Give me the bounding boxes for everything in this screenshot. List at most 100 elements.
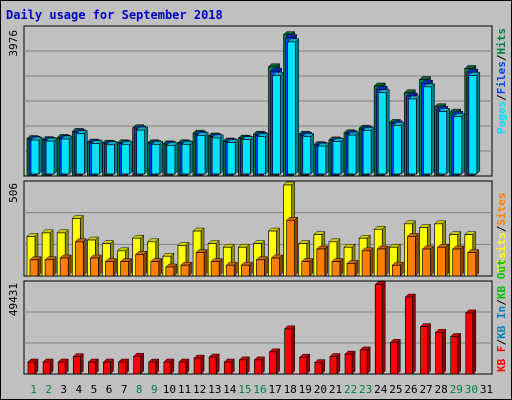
legend-middle-part-0: Visits — [495, 232, 508, 272]
sites-bar-day-27-side — [430, 245, 434, 277]
x-label-day-9: 9 — [151, 383, 158, 396]
x-label-day-31: 31 — [480, 383, 493, 396]
kbf-bar-day-24 — [374, 284, 383, 375]
sites-bar-day-23-side — [369, 247, 374, 277]
pages-bar-day-8 — [136, 129, 146, 175]
legend-middle: Visits/Sites — [495, 193, 508, 273]
sites-bar-day-6 — [105, 261, 114, 277]
kbf-bar-day-7 — [118, 361, 126, 375]
pages-bar-day-16-side — [265, 132, 269, 175]
x-label-day-8: 8 — [136, 383, 143, 396]
sites-bar-day-19 — [301, 261, 311, 277]
x-label-day-7: 7 — [121, 383, 128, 396]
legend-bottom: KB F/KB In/KB Out — [495, 259, 508, 372]
pages-bar-day-10-side — [174, 141, 179, 175]
sites-bar-day-25 — [391, 264, 401, 277]
pages-bar-day-29 — [453, 116, 463, 175]
kbf-bar-day-14 — [223, 361, 232, 375]
sites-bar-day-17 — [271, 257, 280, 277]
kbf-bar-day-2 — [42, 361, 51, 375]
x-label-day-17: 17 — [268, 383, 281, 396]
x-label-day-18: 18 — [284, 383, 297, 396]
legend-top: Pages/Files/Hits — [495, 28, 508, 134]
x-label-day-27: 27 — [419, 383, 432, 396]
pages-bar-day-28 — [438, 111, 447, 175]
kbf-bar-day-9 — [148, 361, 157, 375]
kbf-bar-day-28 — [435, 331, 443, 375]
pages-bar-day-14-side — [235, 138, 239, 175]
kbf-bar-day-13-side — [215, 353, 220, 375]
sites-bar-day-17-side — [279, 254, 283, 277]
pages-bar-day-17 — [272, 75, 281, 175]
kbf-bar-day-3 — [57, 361, 66, 375]
x-label-day-10: 10 — [163, 383, 176, 396]
pages-bar-day-12 — [196, 135, 206, 175]
x-label-day-19: 19 — [299, 383, 312, 396]
x-label-day-15: 15 — [238, 383, 251, 396]
pages-bar-day-19 — [302, 136, 312, 175]
sites-bar-day-24-side — [384, 245, 389, 277]
pages-bar-day-24 — [377, 92, 387, 175]
kbf-bar-day-18-side — [291, 325, 295, 375]
pages-bar-day-6 — [106, 144, 115, 175]
kbf-bar-day-18 — [284, 328, 292, 375]
pages-bar-day-3-side — [68, 135, 73, 175]
kbf-bar-day-30-side — [472, 309, 477, 375]
kbf-bar-day-26-side — [412, 293, 416, 375]
sites-bar-day-4-side — [83, 238, 87, 277]
sites-bar-day-7 — [120, 261, 129, 277]
sites-bar-day-24 — [376, 248, 386, 277]
x-label-day-20: 20 — [314, 383, 327, 396]
sites-bar-day-26 — [407, 236, 416, 277]
x-label-day-3: 3 — [60, 383, 67, 396]
pages-bar-day-18-side — [295, 38, 299, 175]
pages-bar-day-11 — [181, 144, 191, 175]
sites-bar-day-18-side — [294, 216, 298, 277]
x-label-day-12: 12 — [193, 383, 206, 396]
sites-bar-day-20-side — [324, 245, 329, 277]
sites-bar-day-22 — [346, 263, 356, 277]
x-label-day-2: 2 — [45, 383, 52, 396]
sites-bar-day-9 — [150, 261, 160, 277]
x-label-day-24: 24 — [374, 383, 388, 396]
pages-bar-day-25 — [392, 125, 402, 175]
pages-bar-day-27-side — [431, 83, 435, 175]
x-label-day-30: 30 — [465, 383, 478, 396]
pages-bar-day-23-side — [370, 126, 375, 175]
pages-bar-day-5 — [91, 143, 100, 175]
legend-bottom-part-3: / — [495, 299, 508, 306]
pages-bar-day-22 — [347, 134, 357, 175]
pages-bar-day-13-side — [219, 134, 224, 175]
chart-title: Daily usage for September 2018 — [6, 8, 223, 22]
pages-bar-day-30-side — [476, 71, 481, 175]
legend-top-part-2: Files — [495, 61, 508, 94]
legend-top-part-0: Pages — [495, 101, 508, 134]
kbf-bar-day-22-side — [351, 350, 356, 375]
legend-bottom-part-4: KB Out — [495, 259, 508, 299]
sites-bar-day-3 — [59, 257, 69, 277]
sites-bar-day-30 — [467, 252, 477, 277]
y-max-label-panel-1: 3976 — [7, 30, 20, 57]
pages-bar-day-20 — [317, 145, 327, 175]
sites-bar-day-21 — [331, 261, 341, 277]
kbf-bar-day-24-side — [381, 281, 386, 375]
sites-bar-day-12 — [195, 252, 205, 277]
x-label-day-5: 5 — [91, 383, 98, 396]
kbf-bar-day-20 — [314, 362, 323, 375]
pages-bar-day-9 — [151, 144, 161, 175]
sites-bar-day-13 — [210, 261, 220, 277]
kbf-bar-day-17 — [269, 351, 277, 375]
sites-bar-day-14 — [225, 264, 235, 277]
kbf-bar-day-10 — [163, 361, 172, 375]
pages-bar-day-7 — [121, 144, 130, 175]
x-label-day-4: 4 — [76, 383, 83, 396]
legend-middle-part-1: / — [495, 225, 508, 232]
x-label-day-6: 6 — [106, 383, 113, 396]
sites-bar-day-29 — [452, 248, 462, 277]
legend-middle-part-2: Sites — [495, 193, 508, 226]
pages-bar-day-14 — [226, 142, 236, 175]
pages-bar-day-24-side — [385, 88, 390, 175]
sites-bar-day-12-side — [203, 249, 208, 277]
